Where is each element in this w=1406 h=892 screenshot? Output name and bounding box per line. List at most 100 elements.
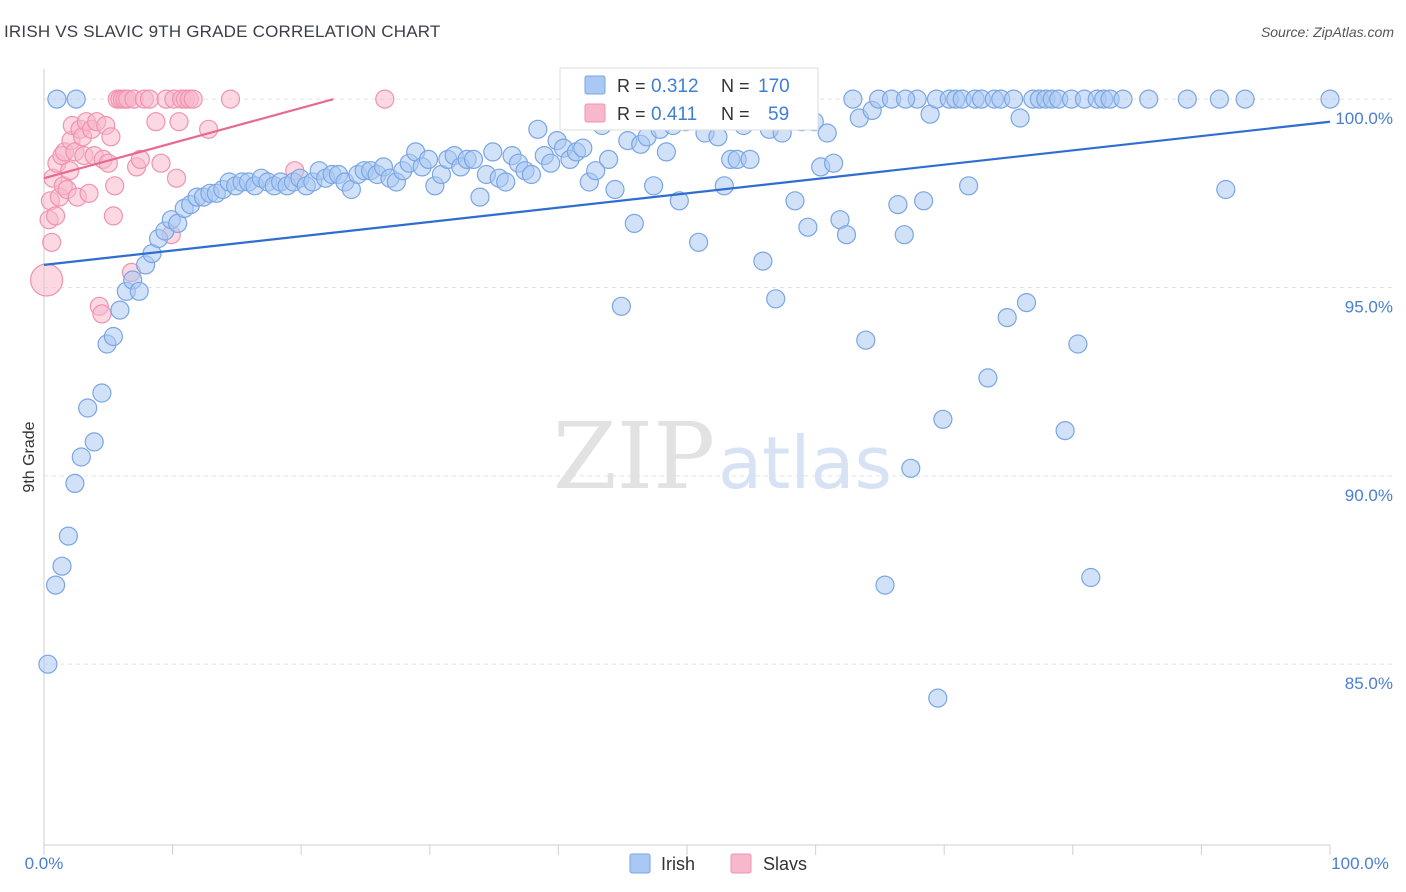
irish-point-151: [1010, 108, 1030, 128]
trendlines: [43, 98, 1331, 266]
irish-point-139: [933, 409, 953, 429]
irish-trendline: [43, 120, 1331, 266]
irish-point-174: [47, 89, 67, 109]
irish-point-124: [836, 225, 857, 245]
irish-point-2: [52, 556, 72, 576]
irish-point-85: [586, 161, 606, 181]
stats-legend: R = 0.312 N = 170 R = 0.411 N = 59: [559, 67, 819, 131]
irish-point-10: [103, 326, 124, 347]
slavs-point-44: [146, 112, 166, 132]
irish-point-149: [997, 308, 1017, 328]
slavs-r-value: 0.411: [651, 104, 697, 125]
slavs-point-41: [130, 149, 150, 169]
slavs-point-43: [139, 89, 160, 109]
irish-point-83: [573, 138, 593, 158]
irish-point-1: [45, 575, 66, 595]
irish-point-3: [58, 526, 79, 546]
irish-series-swatch: [629, 853, 651, 874]
irish-point-69: [483, 142, 503, 162]
irish-point-122: [823, 153, 844, 173]
irish-point-133: [894, 225, 914, 245]
irish-point-118: [798, 217, 818, 237]
slavs-point-49: [166, 168, 187, 188]
irish-point-71: [496, 172, 516, 192]
slavs-point-0: [29, 263, 64, 297]
irish-point-179: [895, 89, 916, 109]
irish-point-67: [470, 187, 490, 207]
irish-point-6: [78, 398, 98, 418]
slavs-point-58: [375, 89, 395, 109]
irish-point-158: [1055, 421, 1075, 441]
chart-title: IRISH VS SLAVIC 9TH GRADE CORRELATION CH…: [4, 22, 441, 41]
irish-point-170: [1216, 179, 1236, 200]
irish-point-5: [71, 447, 91, 467]
irish-point-130: [875, 575, 895, 595]
irish-point-7: [84, 432, 104, 452]
slavs-point-56: [220, 89, 241, 109]
irish-point-166: [1113, 89, 1133, 109]
irish-point-171: [1235, 89, 1255, 109]
slavs-trendline: [43, 98, 334, 180]
slavs-n-value: 59: [768, 104, 789, 125]
irish-point-91: [624, 213, 644, 233]
irish-point-160: [1068, 334, 1088, 354]
slavs-point-26: [92, 304, 112, 324]
slavs-series-swatch: [730, 853, 752, 874]
slavs-point-30: [101, 127, 121, 147]
irish-point-150: [1003, 89, 1024, 109]
series-legend: Irish Slavs: [629, 853, 807, 874]
irish-point-146: [978, 368, 998, 388]
slavs-series-label: Slavs: [763, 854, 807, 874]
x-tick-label-max: 100.0%: [1331, 854, 1389, 873]
irish-point-125: [843, 89, 863, 109]
irish-point-113: [766, 289, 786, 309]
irish-point-162: [1081, 567, 1101, 588]
slavs-point-21: [79, 183, 99, 203]
irish-point-152: [1016, 293, 1037, 313]
y-tick-label-2: 90.0%: [1345, 486, 1393, 505]
slavs-point-50: [169, 112, 189, 132]
x-tick-label-min: 0.0%: [25, 854, 64, 873]
irish-point-109: [740, 149, 760, 169]
irish-point-89: [611, 296, 632, 316]
irish-point-88: [605, 179, 625, 200]
irish-point-96: [656, 142, 677, 162]
y-tick-labels: 100.0% 95.0% 90.0% 85.0%: [1335, 109, 1393, 693]
irish-point-14: [129, 281, 149, 301]
watermark-zip: ZIP: [553, 403, 715, 510]
irish-series-label: Irish: [661, 854, 695, 874]
y-tick-label-3: 85.0%: [1345, 674, 1393, 693]
irish-point-94: [643, 176, 664, 196]
watermark-atlas: atlas: [718, 421, 892, 505]
slavs-point-5: [45, 206, 66, 226]
irish-point-101: [688, 232, 709, 252]
irish-point-169: [1209, 89, 1230, 109]
slavs-point-3: [42, 232, 62, 252]
slavs-point-54: [183, 89, 203, 109]
irish-point-8: [92, 383, 112, 403]
irish-point-136: [913, 191, 934, 211]
irish-point-143: [958, 176, 979, 196]
source-credit: Source: ZipAtlas.com: [1260, 24, 1394, 40]
y-axis-title: 9th Grade: [21, 421, 38, 492]
irish-point-127: [856, 330, 876, 350]
irish-point-172: [1320, 89, 1340, 109]
slavs-point-45: [151, 153, 171, 173]
irish-legend-swatch: [584, 75, 606, 95]
irish-point-98: [669, 191, 689, 211]
irish-points: [38, 89, 1340, 708]
slavs-n-label: N =: [721, 104, 750, 124]
y-tick-label-1: 95.0%: [1345, 297, 1393, 316]
irish-point-4: [65, 473, 85, 493]
irish-point-0: [38, 654, 58, 674]
y-tick-label-0: 100.0%: [1335, 109, 1393, 128]
irish-point-111: [753, 251, 773, 271]
irish-n-value: 170: [758, 76, 790, 97]
irish-point-11: [110, 300, 130, 320]
irish-point-59: [418, 149, 439, 169]
slavs-point-31: [103, 206, 124, 226]
irish-point-132: [888, 195, 908, 215]
irish-point-173: [928, 688, 948, 708]
irish-r-value: 0.312: [651, 76, 699, 97]
